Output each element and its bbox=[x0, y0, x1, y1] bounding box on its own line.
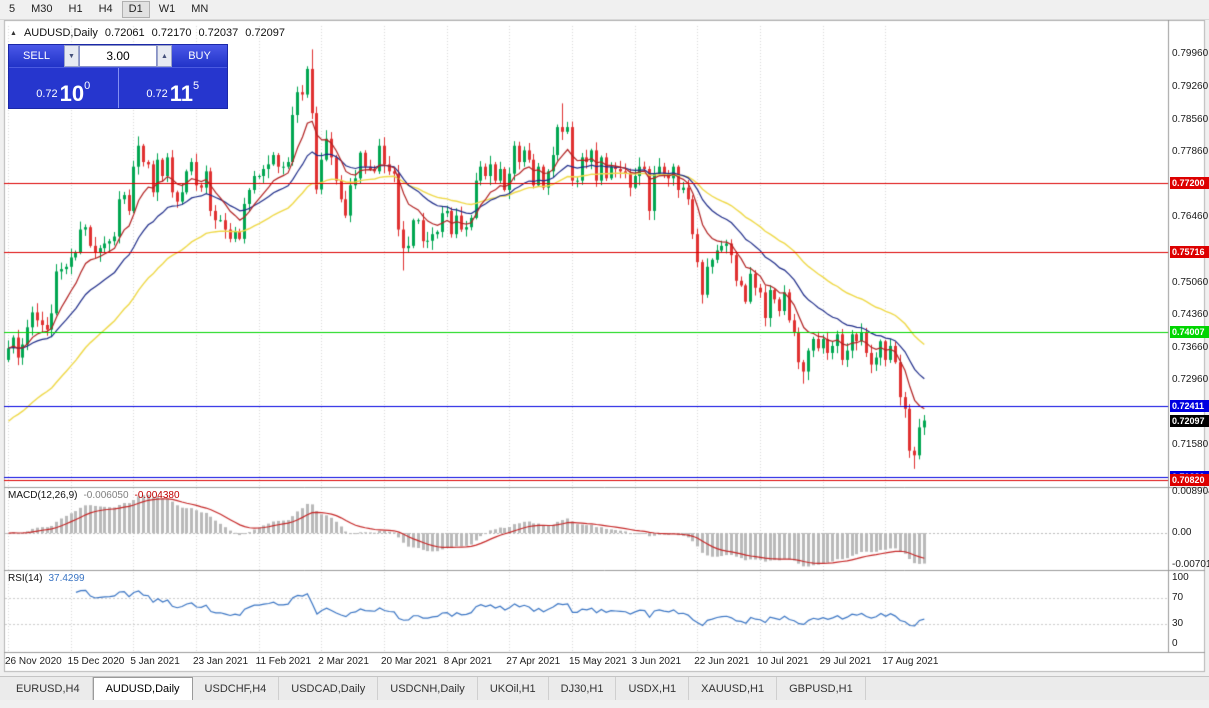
price-level-badge: 0.72411 bbox=[1170, 399, 1209, 412]
price-level-badge: 0.75716 bbox=[1170, 246, 1209, 259]
timeframe-toolbar: 5 M30 H1 H4 D1 W1 MN bbox=[0, 0, 1209, 20]
chart-tab[interactable]: UKOil,H1 bbox=[478, 677, 549, 700]
chart-header: ▲ AUDUSD,Daily 0.72061 0.72170 0.72037 0… bbox=[10, 27, 285, 40]
chart-tab-bar: EURUSD,H4 AUDUSD,Daily USDCHF,H4 USDCAD,Dai… bbox=[0, 676, 1209, 700]
volume-increment-button[interactable]: ▲ bbox=[157, 45, 172, 67]
x-axis-date-label: 3 Jun 2021 bbox=[631, 656, 682, 667]
macd-axis-tick: -0.007013 bbox=[1172, 559, 1209, 571]
ask-price-button[interactable]: 0.72 11 5 bbox=[117, 68, 228, 108]
chart-tab[interactable]: XAUUSD,H1 bbox=[689, 677, 778, 700]
chart-tab[interactable]: GBPUSD,H1 bbox=[777, 677, 866, 700]
chart-tab[interactable]: USDCAD,Daily bbox=[279, 677, 379, 700]
y-axis-tick: 0.75060 bbox=[1172, 276, 1209, 288]
x-axis-date-label: 20 Mar 2021 bbox=[380, 656, 438, 667]
y-axis-tick: 0.79960 bbox=[1172, 48, 1209, 60]
timeframe-button-h1[interactable]: H1 bbox=[68, 3, 83, 15]
timeframe-button-d1[interactable]: D1 bbox=[121, 1, 150, 18]
timeframe-button-h4[interactable]: H4 bbox=[98, 3, 113, 15]
x-axis-date-label: 22 Jun 2021 bbox=[694, 656, 750, 667]
one-click-trading-panel: SELL ▼ ▲ BUY 0.72 10 0 0.72 11 5 bbox=[8, 44, 228, 109]
x-axis-date-label: 15 Dec 2020 bbox=[67, 656, 125, 667]
timeframe-button-mn[interactable]: MN bbox=[191, 3, 209, 15]
macd-axis-tick: 0.008904 bbox=[1172, 486, 1209, 498]
x-axis-date-label: 5 Jan 2021 bbox=[130, 656, 180, 667]
macd-label: MACD(12,26,9) -0.006050 -0.004380 bbox=[8, 490, 180, 501]
rsi-axis-tick: 100 bbox=[1172, 571, 1189, 583]
x-axis-date-label: 8 Apr 2021 bbox=[443, 656, 492, 667]
macd-axis-tick: 0.00 bbox=[1172, 527, 1192, 539]
y-axis-tick: 0.76460 bbox=[1172, 211, 1209, 223]
ask-price-prefix: 0.72 bbox=[146, 88, 168, 100]
chart-tab[interactable]: AUDUSD,Daily bbox=[92, 677, 193, 700]
chart-tab[interactable]: USDX,H1 bbox=[616, 677, 690, 700]
buy-button[interactable]: BUY bbox=[172, 45, 227, 67]
ohlc-open: 0.72061 bbox=[104, 27, 145, 39]
chart-tab[interactable]: DJ30,H1 bbox=[549, 677, 617, 700]
ohlc-high: 0.72170 bbox=[151, 27, 192, 39]
y-axis-tick: 0.73660 bbox=[1172, 341, 1209, 353]
x-axis-date-label: 29 Jul 2021 bbox=[819, 656, 872, 667]
rsi-label: RSI(14) 37.4299 bbox=[8, 573, 85, 584]
ask-price-sup: 5 bbox=[193, 80, 200, 92]
macd-value-signal: -0.004380 bbox=[134, 490, 180, 501]
ohlc-low: 0.72037 bbox=[198, 27, 239, 39]
x-axis-date-label: 10 Jul 2021 bbox=[756, 656, 809, 667]
bid-price-prefix: 0.72 bbox=[36, 88, 58, 100]
chart-tab[interactable]: USDCNH,Daily bbox=[378, 677, 478, 700]
volume-input[interactable] bbox=[79, 45, 157, 67]
macd-value-main: -0.006050 bbox=[83, 490, 129, 501]
ask-price-big: 11 bbox=[169, 81, 194, 106]
y-axis-tick: 0.79260 bbox=[1172, 81, 1209, 93]
x-axis-date-label: 27 Apr 2021 bbox=[506, 656, 561, 667]
timeframe-button-w1[interactable]: W1 bbox=[158, 3, 176, 15]
chart-tab[interactable]: EURUSD,H4 bbox=[4, 677, 93, 700]
y-axis-tick: 0.72960 bbox=[1172, 374, 1209, 386]
chart-marker-icon: ▲ bbox=[10, 30, 17, 37]
y-axis-tick: 0.74360 bbox=[1172, 309, 1209, 321]
rsi-axis-tick: 0 bbox=[1172, 638, 1178, 650]
timeframe-button-5[interactable]: 5 bbox=[9, 3, 16, 15]
symbol-title: AUDUSD,Daily bbox=[23, 27, 98, 39]
one-click-price-row: 0.72 10 0 0.72 11 5 bbox=[9, 67, 227, 108]
x-axis-date-label: 26 Nov 2020 bbox=[5, 656, 62, 667]
y-axis-tick: 0.71580 bbox=[1172, 438, 1209, 450]
x-axis-date-label: 2 Mar 2021 bbox=[318, 656, 369, 667]
chart-tab[interactable]: USDCHF,H4 bbox=[193, 677, 280, 700]
bid-price-big: 10 bbox=[59, 81, 85, 106]
rsi-axis-tick: 30 bbox=[1172, 618, 1184, 630]
price-level-badge: 0.77200 bbox=[1170, 176, 1209, 189]
bid-price-sup: 0 bbox=[84, 80, 91, 92]
rsi-value: 37.4299 bbox=[48, 573, 85, 584]
y-axis-tick: 0.78560 bbox=[1172, 113, 1209, 125]
rsi-axis-tick: 70 bbox=[1172, 591, 1184, 603]
one-click-top-row: SELL ▼ ▲ BUY bbox=[9, 45, 227, 67]
x-axis-date-label: 23 Jan 2021 bbox=[192, 656, 249, 667]
x-axis-date-label: 15 May 2021 bbox=[568, 656, 627, 667]
x-axis-date-label: 11 Feb 2021 bbox=[255, 656, 312, 667]
current-price-badge: 0.72097 bbox=[1170, 414, 1209, 427]
price-level-badge: 0.70820 bbox=[1170, 474, 1209, 487]
rsi-title: RSI(14) bbox=[8, 573, 43, 584]
x-axis-date-label: 17 Aug 2021 bbox=[882, 656, 939, 667]
timeframe-button-m30[interactable]: M30 bbox=[31, 3, 53, 15]
volume-decrement-button[interactable]: ▼ bbox=[64, 45, 79, 67]
macd-title: MACD(12,26,9) bbox=[8, 490, 78, 501]
bid-price-button[interactable]: 0.72 10 0 bbox=[9, 68, 118, 108]
sell-button[interactable]: SELL bbox=[9, 45, 64, 67]
price-level-badge: 0.74007 bbox=[1170, 325, 1209, 338]
ohlc-close: 0.72097 bbox=[245, 27, 285, 39]
y-axis-tick: 0.77860 bbox=[1172, 146, 1209, 158]
